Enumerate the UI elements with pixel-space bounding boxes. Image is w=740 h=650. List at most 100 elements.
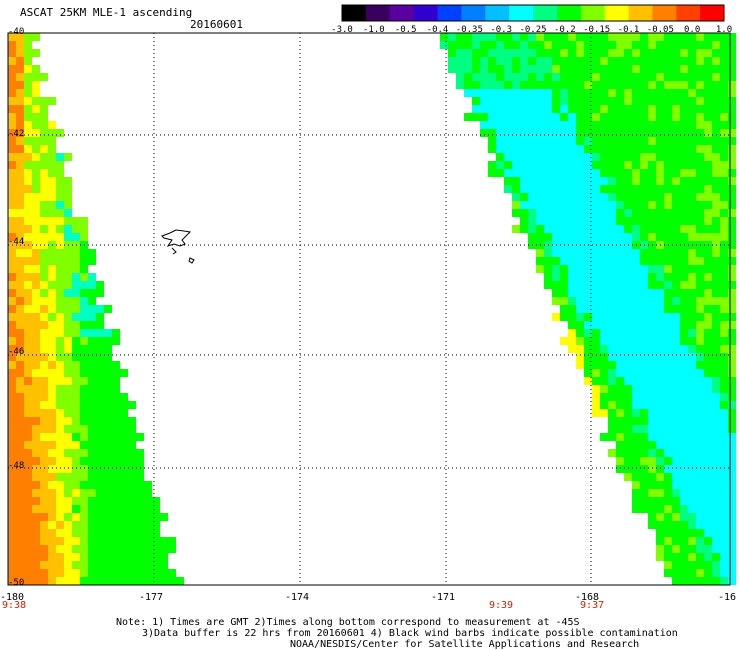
swath-cell (512, 153, 520, 161)
swath-cell (56, 217, 64, 225)
swath-cell (128, 553, 136, 561)
swath-cell (616, 393, 624, 401)
swath-cell (104, 569, 112, 577)
swath-cell (648, 425, 656, 433)
swath-cell (552, 233, 560, 241)
swath-cell (32, 49, 40, 57)
swath-cell (648, 297, 656, 305)
swath-cell (80, 313, 88, 321)
swath-cell (544, 137, 552, 145)
swath-cell (672, 145, 680, 153)
swath-cell (552, 265, 560, 273)
swath-cell (688, 401, 696, 409)
swath-cell (168, 577, 176, 585)
swath-cell (648, 121, 656, 129)
swath-cell (544, 153, 552, 161)
swath-cell (656, 313, 664, 321)
swath-cell (688, 169, 696, 177)
swath-cell (584, 73, 592, 81)
swath-cell (504, 185, 512, 193)
swath-cell (72, 401, 80, 409)
swath-cell (480, 113, 488, 121)
swath-cell (696, 385, 704, 393)
colorbar-swatch (676, 5, 701, 21)
swath-cell (544, 33, 552, 41)
swath-cell (632, 441, 640, 449)
swath-cell (624, 97, 632, 105)
swath-cell (64, 289, 72, 297)
swath-cell (24, 185, 32, 193)
swath-cell (568, 249, 576, 257)
swath-cell (560, 337, 568, 345)
swath-cell (40, 545, 48, 553)
swath-cell (88, 545, 96, 553)
swath-cell (728, 417, 736, 425)
swath-cell (568, 81, 576, 89)
swath-cell (584, 137, 592, 145)
swath-cell (40, 425, 48, 433)
swath-cell (152, 569, 160, 577)
swath-cell (40, 345, 48, 353)
swath-cell (712, 417, 720, 425)
swath-cell (32, 537, 40, 545)
swath-cell (640, 169, 648, 177)
swath-cell (640, 481, 648, 489)
swath-cell (16, 201, 24, 209)
swath-cell (728, 137, 736, 145)
swath-cell (536, 193, 544, 201)
swath-cell (112, 441, 120, 449)
swath-cell (8, 529, 16, 537)
swath-cell (656, 113, 664, 121)
swath-cell (48, 209, 56, 217)
swath-cell (640, 41, 648, 49)
swath-cell (8, 377, 16, 385)
swath-cell (72, 489, 80, 497)
swath-cell (16, 49, 24, 57)
swath-cell (16, 145, 24, 153)
swath-cell (56, 129, 64, 137)
swath-cell (720, 233, 728, 241)
swath-cell (696, 337, 704, 345)
swath-cell (24, 577, 32, 585)
swath-cell (720, 153, 728, 161)
swath-cell (72, 337, 80, 345)
swath-cell (704, 249, 712, 257)
swath-cell (8, 305, 16, 313)
swath-cell (48, 377, 56, 385)
swath-cell (96, 345, 104, 353)
swath-cell (592, 185, 600, 193)
swath-cell (728, 425, 736, 433)
swath-cell (664, 281, 672, 289)
swath-cell (520, 161, 528, 169)
swath-cell (696, 481, 704, 489)
swath-cell (16, 481, 24, 489)
swath-cell (112, 449, 120, 457)
swath-cell (640, 89, 648, 97)
swath-cell (704, 569, 712, 577)
swath-cell (64, 249, 72, 257)
swath-cell (32, 73, 40, 81)
swath-cell (672, 393, 680, 401)
swath-cell (496, 145, 504, 153)
swath-cell (24, 521, 32, 529)
swath-cell (632, 273, 640, 281)
swath-cell (104, 553, 112, 561)
swath-cell (128, 465, 136, 473)
swath-cell (664, 265, 672, 273)
swath-cell (120, 505, 128, 513)
swath-cell (608, 153, 616, 161)
swath-cell (680, 409, 688, 417)
swath-cell (680, 225, 688, 233)
swath-cell (528, 105, 536, 113)
swath-cell (536, 145, 544, 153)
swath-cell (544, 273, 552, 281)
swath-cell (624, 49, 632, 57)
swath-cell (504, 153, 512, 161)
swath-cell (704, 313, 712, 321)
swath-cell (64, 321, 72, 329)
swath-cell (552, 89, 560, 97)
swath-cell (616, 33, 624, 41)
swath-cell (696, 89, 704, 97)
swath-cell (704, 65, 712, 73)
swath-cell (672, 545, 680, 553)
